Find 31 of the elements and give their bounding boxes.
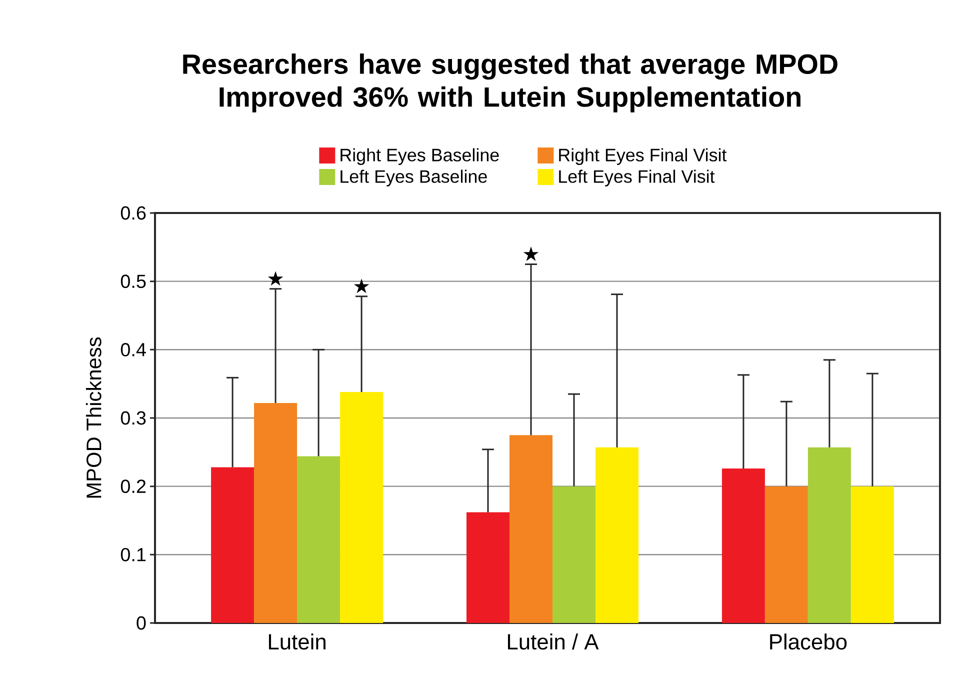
x-tick-label: Lutein: [268, 633, 326, 650]
legend-label: Right Eyes Final Visit: [559, 148, 727, 165]
y-tick-label: 0: [136, 616, 146, 630]
bar: [211, 467, 254, 623]
chart-title: Researchers have suggested that average MPOD Improved 36% with Lutein Supplementation: [183, 54, 838, 112]
legend-label: Right Eyes Baseline: [340, 148, 499, 165]
bar: [340, 392, 384, 623]
annotation: ★: [268, 271, 284, 286]
bar: [297, 456, 340, 623]
x-tick-label: Placebo: [770, 633, 847, 650]
bar: [254, 402, 298, 623]
y-tick-label: 0.1: [120, 548, 146, 562]
bar: [764, 486, 808, 623]
bar: [808, 447, 851, 623]
bar: [466, 512, 510, 623]
legend-label: Left Eyes Final Visit: [559, 170, 715, 186]
y-tick-label: 0.4: [120, 342, 146, 356]
bar: [850, 486, 894, 623]
y-axis-title: MPOD Thickness: [86, 337, 102, 498]
legend-label: Left Eyes Baseline: [340, 170, 487, 186]
annotation: ★: [354, 278, 370, 294]
bar: [595, 447, 638, 623]
y-tick-label: 0.6: [120, 206, 146, 220]
bar: [722, 468, 765, 623]
annotation: ★: [523, 246, 539, 262]
y-tick-label: 0.5: [120, 274, 146, 288]
y-tick-label: 0.3: [120, 411, 146, 425]
bar: [509, 435, 552, 623]
y-tick-label: 0.2: [120, 480, 146, 494]
bar: [552, 486, 596, 623]
x-tick-label: Lutein / A: [508, 633, 599, 650]
